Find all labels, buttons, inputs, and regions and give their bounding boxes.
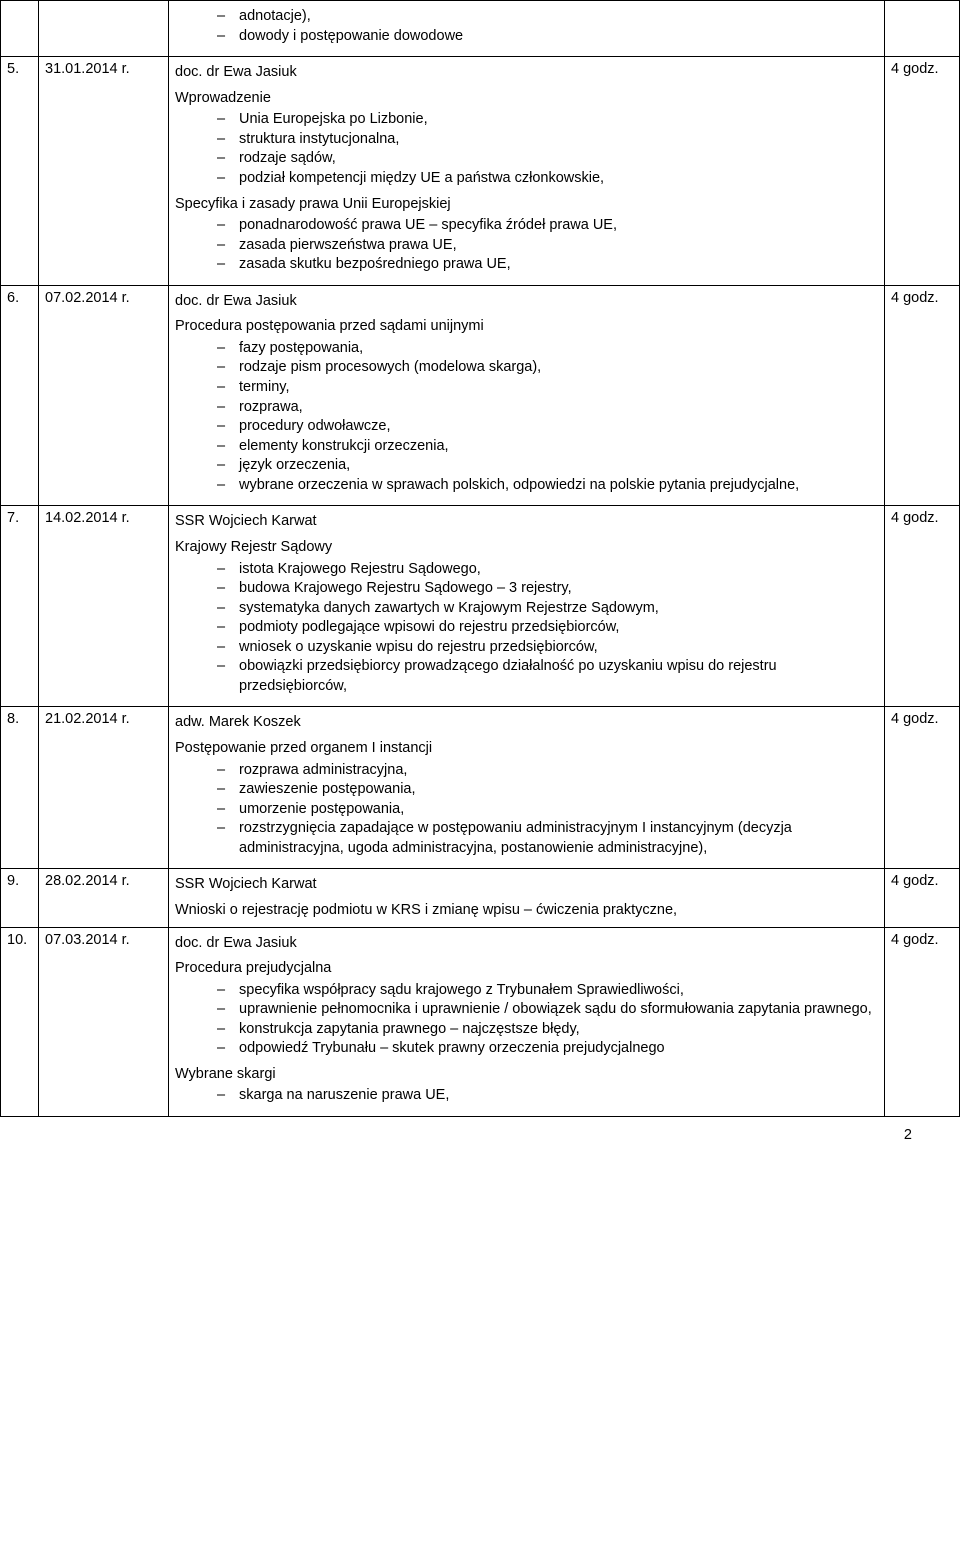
list-item: rozstrzygnięcia zapadające w postępowani…	[217, 819, 878, 858]
list-item: podmioty podlegające wpisowi do rejestru…	[217, 618, 878, 638]
list-item: budowa Krajowego Rejestru Sądowego – 3 r…	[217, 579, 878, 599]
row-content: adw. Marek Koszek Postępowanie przed orga…	[169, 707, 885, 869]
list-item: systematyka danych zawartych w Krajowym …	[217, 599, 878, 619]
list-item: rozprawa administracyjna,	[217, 761, 878, 781]
row-date: 07.03.2014 r.	[39, 927, 169, 1117]
table-row: 5.31.01.2014 r. doc. dr Ewa Jasiuk Wprowad…	[1, 57, 960, 286]
row-number: 8.	[1, 707, 39, 869]
lecturer-name: adw. Marek Koszek	[175, 713, 878, 733]
row-content: SSR Wojciech Karwat Krajowy Rejestr Sądow…	[169, 506, 885, 707]
table-row: 6.07.02.2014 r. doc. dr Ewa Jasiuk Procedu…	[1, 285, 960, 506]
row-duration: 4 godz.	[885, 927, 960, 1117]
table-row: adnotacje),dowody i postępowanie dowodow…	[1, 1, 960, 57]
list-item: dowody i postępowanie dowodowe	[217, 27, 878, 47]
list-item: odpowiedź Trybunału – skutek prawny orze…	[217, 1039, 878, 1059]
list-item: rodzaje pism procesowych (modelowa skarg…	[217, 358, 878, 378]
table-row: 10.07.03.2014 r. doc. dr Ewa Jasiuk Proced…	[1, 927, 960, 1117]
list-item: zawieszenie postępowania,	[217, 780, 878, 800]
table-row: 8.21.02.2014 r. adw. Marek Koszek Postępow…	[1, 707, 960, 869]
row-number: 6.	[1, 285, 39, 506]
item-list: ponadnarodowość prawa UE – specyfika źró…	[175, 216, 878, 275]
list-item: Unia Europejska po Lizbonie,	[217, 110, 878, 130]
item-list: adnotacje),dowody i postępowanie dowodow…	[175, 7, 878, 46]
row-content: doc. dr Ewa Jasiuk WprowadzenieUnia Europ…	[169, 57, 885, 286]
item-list: skarga na naruszenie prawa UE,	[175, 1086, 878, 1106]
item-list: istota Krajowego Rejestru Sądowego,budow…	[175, 560, 878, 697]
row-number: 5.	[1, 57, 39, 286]
list-item: rodzaje sądów,	[217, 149, 878, 169]
list-item: wybrane orzeczenia w sprawach polskich, …	[217, 476, 878, 496]
list-item: istota Krajowego Rejestru Sądowego,	[217, 560, 878, 580]
row-duration: 4 godz.	[885, 57, 960, 286]
row-duration: 4 godz.	[885, 707, 960, 869]
section-title: Postępowanie przed organem I instancji	[175, 739, 878, 759]
list-item: język orzeczenia,	[217, 456, 878, 476]
item-list: specyfika współpracy sądu krajowego z Tr…	[175, 981, 878, 1059]
list-item: konstrukcja zapytania prawnego – najczęs…	[217, 1020, 878, 1040]
table-row: 9.28.02.2014 r. SSR Wojciech Karwat Wniosk…	[1, 869, 960, 927]
list-item: terminy,	[217, 378, 878, 398]
row-duration: 4 godz.	[885, 285, 960, 506]
row-content: adnotacje),dowody i postępowanie dowodow…	[169, 1, 885, 57]
list-item: zasada skutku bezpośredniego prawa UE,	[217, 255, 878, 275]
lecturer-name: doc. dr Ewa Jasiuk	[175, 292, 878, 312]
row-date	[39, 1, 169, 57]
item-list: fazy postępowania,rodzaje pism procesowy…	[175, 339, 878, 496]
row-duration: 4 godz.	[885, 506, 960, 707]
row-content: SSR Wojciech Karwat Wnioski o rejestrację…	[169, 869, 885, 927]
section-title: Wprowadzenie	[175, 89, 878, 109]
list-item: wniosek o uzyskanie wpisu do rejestru pr…	[217, 638, 878, 658]
list-item: elementy konstrukcji orzeczenia,	[217, 437, 878, 457]
list-item: specyfika współpracy sądu krajowego z Tr…	[217, 981, 878, 1001]
section-title: Procedura postępowania przed sądami unij…	[175, 317, 878, 337]
lecturer-name: doc. dr Ewa Jasiuk	[175, 63, 878, 83]
row-number: 7.	[1, 506, 39, 707]
row-date: 31.01.2014 r.	[39, 57, 169, 286]
list-item: zasada pierwszeństwa prawa UE,	[217, 236, 878, 256]
row-number: 10.	[1, 927, 39, 1117]
row-number	[1, 1, 39, 57]
list-item: rozprawa,	[217, 398, 878, 418]
row-date: 14.02.2014 r.	[39, 506, 169, 707]
section-title: Procedura prejudycjalna	[175, 959, 878, 979]
section-title: Specyfika i zasady prawa Unii Europejski…	[175, 195, 878, 215]
row-date: 28.02.2014 r.	[39, 869, 169, 927]
item-list: Unia Europejska po Lizbonie,struktura in…	[175, 110, 878, 188]
page-number: 2	[0, 1117, 960, 1153]
list-item: fazy postępowania,	[217, 339, 878, 359]
list-item: skarga na naruszenie prawa UE,	[217, 1086, 878, 1106]
list-item: umorzenie postępowania,	[217, 800, 878, 820]
list-item: podział kompetencji między UE a państwa …	[217, 169, 878, 189]
row-duration	[885, 1, 960, 57]
lecturer-name: SSR Wojciech Karwat	[175, 512, 878, 532]
list-item: obowiązki przedsiębiorcy prowadzącego dz…	[217, 657, 878, 696]
lecturer-name: doc. dr Ewa Jasiuk	[175, 934, 878, 954]
list-item: uprawnienie pełnomocnika i uprawnienie /…	[217, 1000, 878, 1020]
row-number: 9.	[1, 869, 39, 927]
row-date: 21.02.2014 r.	[39, 707, 169, 869]
list-item: struktura instytucjonalna,	[217, 130, 878, 150]
table-row: 7.14.02.2014 r. SSR Wojciech Karwat Krajow…	[1, 506, 960, 707]
section-title: Wybrane skargi	[175, 1065, 878, 1085]
lecturer-name: SSR Wojciech Karwat	[175, 875, 878, 895]
list-item: ponadnarodowość prawa UE – specyfika źró…	[217, 216, 878, 236]
row-content: doc. dr Ewa Jasiuk Procedura prejudycjaln…	[169, 927, 885, 1117]
schedule-table: adnotacje),dowody i postępowanie dowodow…	[0, 0, 960, 1117]
item-list: rozprawa administracyjna,zawieszenie pos…	[175, 761, 878, 859]
row-date: 07.02.2014 r.	[39, 285, 169, 506]
list-item: procedury odwoławcze,	[217, 417, 878, 437]
section-title: Krajowy Rejestr Sądowy	[175, 538, 878, 558]
row-content: doc. dr Ewa Jasiuk Procedura postępowania…	[169, 285, 885, 506]
paragraph: Wnioski o rejestrację podmiotu w KRS i z…	[175, 901, 878, 921]
row-duration: 4 godz.	[885, 869, 960, 927]
list-item: adnotacje),	[217, 7, 878, 27]
